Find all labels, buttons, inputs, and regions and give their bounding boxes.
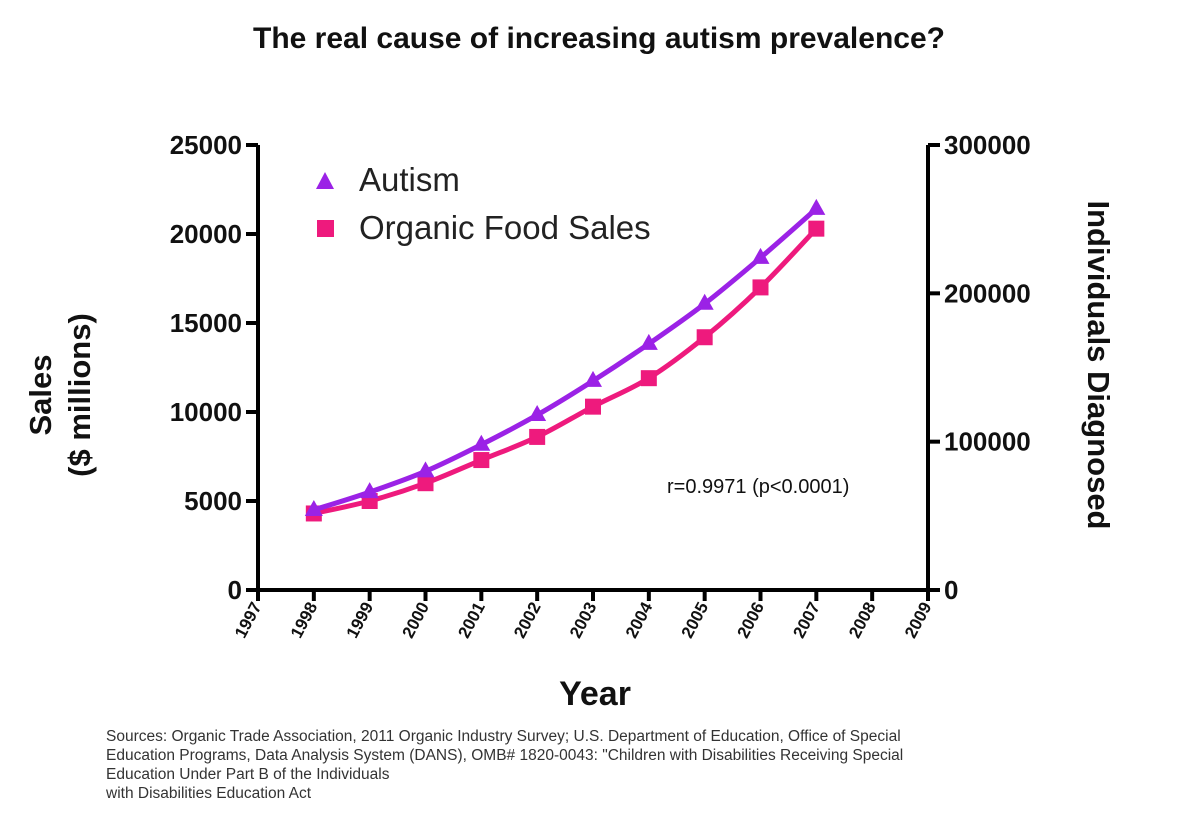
data-point-organic-food-sales xyxy=(473,452,490,469)
data-point-organic-food-sales xyxy=(752,279,769,296)
x-tick-label: 2003 xyxy=(566,599,601,641)
data-point-autism xyxy=(416,461,435,478)
square-marker-icon xyxy=(305,219,345,237)
x-tick-label: 1999 xyxy=(343,599,378,641)
data-point-organic-food-sales xyxy=(417,475,434,492)
chart-title: The real cause of increasing autism prev… xyxy=(253,22,945,55)
triangle-marker-icon xyxy=(305,171,345,189)
left-y-tick-label: 10000 xyxy=(170,397,242,427)
right-y-tick-label: 300000 xyxy=(944,130,1031,160)
sources-line: with Disabilities Education Act xyxy=(106,785,312,802)
x-tick-label: 2002 xyxy=(510,599,545,641)
left-y-tick-label: 5000 xyxy=(184,486,242,516)
x-tick-label: 2008 xyxy=(845,599,880,641)
x-axis-label: Year xyxy=(559,675,631,713)
data-point-autism xyxy=(472,434,491,451)
data-point-autism xyxy=(360,482,379,499)
legend-item-autism: Autism xyxy=(305,156,651,204)
left-y-tick-label: 20000 xyxy=(170,219,242,249)
x-tick-label: 2007 xyxy=(789,599,824,641)
legend-label-autism: Autism xyxy=(359,161,460,198)
legend-label-organic: Organic Food Sales xyxy=(359,209,651,246)
right-axis-label: Individuals Diagnosed xyxy=(1081,200,1116,530)
right-y-tick-label: 200000 xyxy=(944,278,1031,308)
x-tick-label: 2006 xyxy=(733,599,768,641)
right-y-tick-label: 0 xyxy=(944,575,958,605)
sources-line: Education Programs, Data Analysis System… xyxy=(106,747,904,764)
data-point-organic-food-sales xyxy=(585,398,601,415)
data-point-autism xyxy=(584,370,602,387)
legend-item-organic: Organic Food Sales xyxy=(305,204,651,252)
left-axis-label-line1: Sales xyxy=(23,354,58,436)
x-tick-label: 1997 xyxy=(231,599,266,641)
sources-line: Sources: Organic Trade Association, 2011… xyxy=(106,728,901,745)
data-point-organic-food-sales xyxy=(529,428,546,445)
data-point-autism xyxy=(807,198,826,215)
x-tick-label: 2001 xyxy=(454,599,489,641)
left-y-tick-label: 15000 xyxy=(170,308,242,338)
series-line-autism xyxy=(313,206,818,513)
data-point-autism xyxy=(528,405,547,422)
sources-line: Education Under Part B of the Individual… xyxy=(106,766,390,783)
x-tick-label: 2005 xyxy=(678,599,713,641)
x-tick-label: 1998 xyxy=(287,599,322,641)
left-y-tick-label: 25000 xyxy=(170,130,242,160)
legend: Autism Organic Food Sales xyxy=(305,156,651,252)
data-point-autism xyxy=(639,333,658,350)
x-tick-label: 2009 xyxy=(901,599,936,641)
series-line-organic-food-sales xyxy=(313,226,819,516)
data-point-organic-food-sales xyxy=(696,329,713,346)
right-y-tick-label: 100000 xyxy=(944,427,1031,457)
x-tick-label: 2004 xyxy=(622,598,657,641)
left-y-tick-label: 0 xyxy=(228,575,242,605)
left-axis-label: Sales ($ millions) xyxy=(21,313,99,477)
data-point-autism xyxy=(304,499,323,516)
data-point-organic-food-sales xyxy=(808,220,825,237)
data-point-autism xyxy=(751,247,770,264)
x-tick-label: 2000 xyxy=(398,599,433,641)
sources-note: Sources: Organic Trade Association, 2011… xyxy=(106,727,1166,803)
left-axis-label-line2: ($ millions) xyxy=(62,313,97,477)
data-point-organic-food-sales xyxy=(640,370,657,387)
correlation-annotation: r=0.9971 (p<0.0001) xyxy=(667,476,850,498)
data-point-autism xyxy=(695,293,714,310)
